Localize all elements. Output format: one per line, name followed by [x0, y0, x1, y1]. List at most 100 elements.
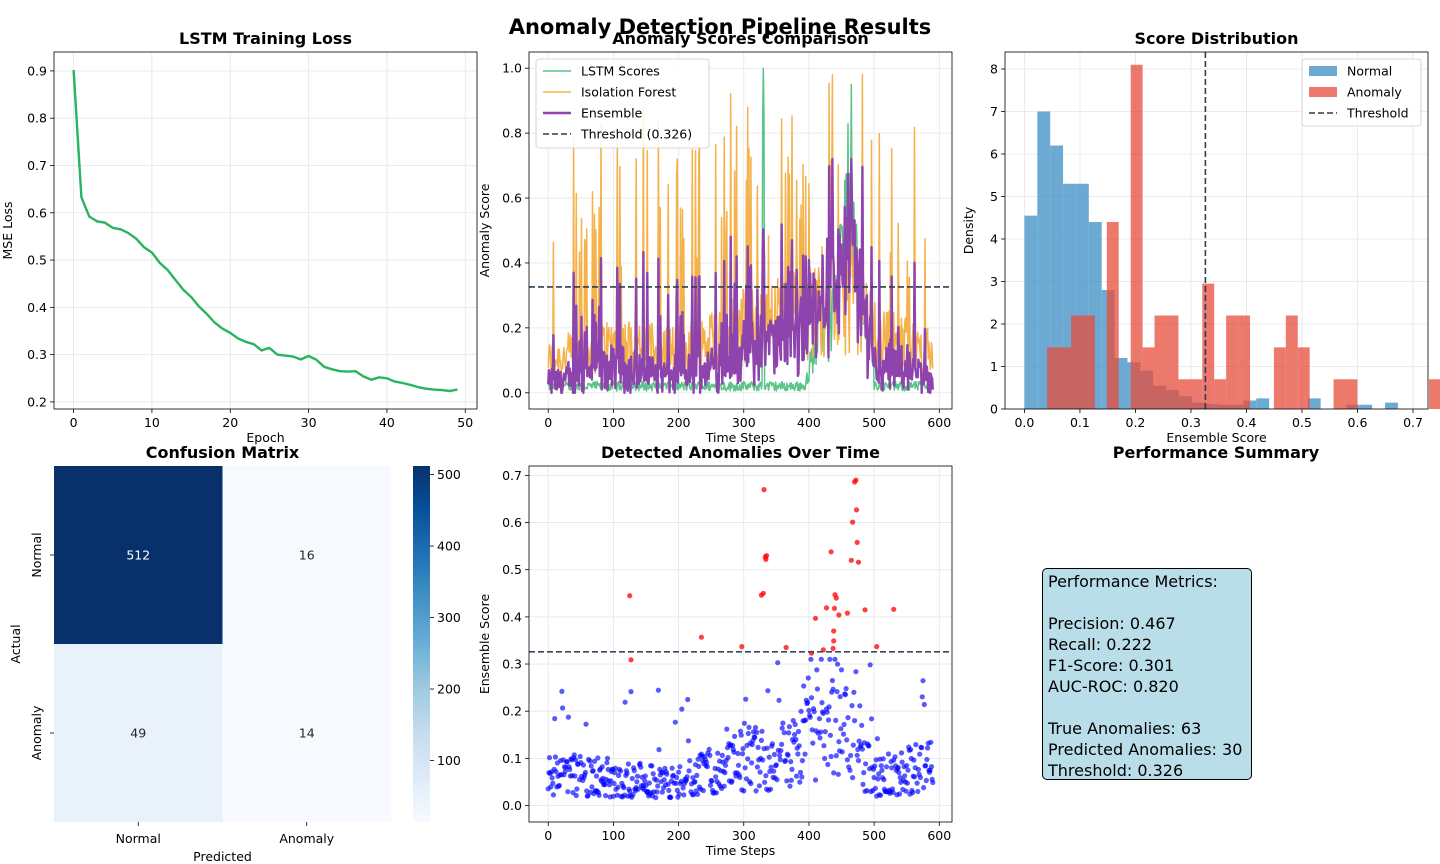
normal-point [577, 753, 583, 760]
normal-point [782, 758, 789, 764]
normal-point [871, 774, 877, 781]
normal-point [792, 721, 798, 728]
legend-label: LSTM Scores [581, 64, 660, 79]
anomaly-point [783, 644, 789, 651]
histogram-bar-normal [1050, 145, 1064, 409]
histogram-bar-anomaly [1214, 379, 1227, 409]
normal-point [914, 780, 920, 786]
normal-point [704, 759, 710, 765]
y-tick-label: 6 [990, 147, 998, 162]
y-tick-label: 0.8 [27, 111, 47, 126]
normal-point [861, 770, 867, 776]
x-tick-label: 400 [797, 828, 821, 843]
normal-point [776, 697, 782, 703]
normal-point [792, 732, 798, 738]
summary-line: Precision: 0.467 [1048, 614, 1176, 633]
normal-point [659, 789, 665, 795]
normal-point [828, 753, 834, 760]
cell-value: 49 [130, 726, 146, 741]
cell-value: 512 [126, 548, 150, 563]
legend-swatch [1309, 66, 1337, 76]
normal-point [808, 695, 815, 701]
normal-point [729, 778, 735, 784]
normal-point [848, 752, 854, 759]
anomaly-point [855, 559, 862, 565]
normal-point [833, 753, 839, 759]
normal-point [611, 780, 617, 787]
histogram-bar-anomaly [1142, 347, 1155, 409]
normal-point [661, 777, 667, 783]
normal-point [826, 704, 832, 710]
normal-point [546, 755, 553, 761]
y-tick-label: 0.0 [502, 798, 522, 813]
colorbar-tick-label: 200 [437, 682, 461, 697]
normal-point [921, 785, 927, 791]
y-tick-label: 2 [990, 317, 998, 332]
normal-point [767, 786, 774, 792]
normal-point [677, 764, 683, 770]
histogram-bar-anomaly [1297, 347, 1310, 409]
normal-point [707, 752, 713, 759]
normal-point [839, 749, 845, 755]
legend-swatch [1309, 87, 1337, 97]
y-tick-label: 0.4 [502, 609, 522, 624]
normal-point [618, 768, 624, 774]
normal-point [849, 703, 855, 709]
normal-point [694, 772, 700, 779]
normal-point [709, 778, 715, 784]
normal-point [741, 720, 748, 726]
normal-point [812, 777, 819, 783]
normal-point [913, 742, 919, 748]
normal-point [820, 710, 826, 717]
normal-point [843, 686, 849, 692]
normal-point [746, 724, 752, 731]
normal-point [850, 775, 856, 781]
y-tick-label: 0.3 [27, 347, 47, 362]
x-tick-label: 600 [927, 415, 951, 430]
y-tick-label: 0 [990, 402, 998, 417]
normal-point [696, 763, 702, 770]
normal-point [550, 792, 557, 798]
normal-point [818, 656, 824, 662]
normal-point [864, 788, 870, 794]
histogram-bar-normal [1256, 398, 1270, 409]
normal-point [562, 768, 568, 775]
x-tick-label: 0.6 [1348, 415, 1368, 430]
detected-plot-area [529, 477, 952, 801]
legend-frame [535, 58, 710, 149]
normal-point [853, 669, 859, 675]
cell-value: 14 [299, 726, 315, 741]
normal-point [905, 767, 911, 773]
y-tick-label: 0.5 [27, 253, 47, 268]
normal-point [642, 773, 648, 779]
normal-point [560, 705, 566, 711]
normal-point [694, 791, 701, 797]
y-tick-label: 0.9 [27, 63, 47, 78]
panel-title: Anomaly Scores Comparison [612, 29, 869, 48]
normal-point [690, 775, 696, 781]
normal-point [758, 737, 765, 744]
normal-point [685, 696, 691, 703]
normal-point [719, 752, 725, 759]
normal-point [917, 751, 923, 757]
normal-point [795, 751, 801, 757]
histogram-bar-anomaly [1190, 379, 1203, 409]
normal-point [814, 667, 820, 673]
scores-panel: 0 100 200 300 400 500 600 0.0 0.2 0.4 0.6 0.8 1.0 Ano… [477, 29, 953, 445]
normal-point [833, 717, 839, 724]
normal-point [616, 772, 622, 779]
normal-point [642, 778, 648, 784]
normal-point [655, 783, 661, 789]
histogram-bar-anomaly [1130, 64, 1143, 409]
x-tick-label: 100 [601, 415, 625, 430]
normal-point [883, 764, 890, 770]
y-tick-label: 0.8 [502, 126, 522, 141]
histogram-bar-normal [1037, 111, 1051, 409]
normal-point [754, 764, 761, 770]
normal-point [892, 754, 898, 760]
normal-point [923, 763, 929, 769]
normal-point [779, 725, 785, 731]
normal-point [789, 766, 795, 773]
x-tick-label: 0.4 [1237, 415, 1257, 430]
normal-point [890, 789, 896, 796]
